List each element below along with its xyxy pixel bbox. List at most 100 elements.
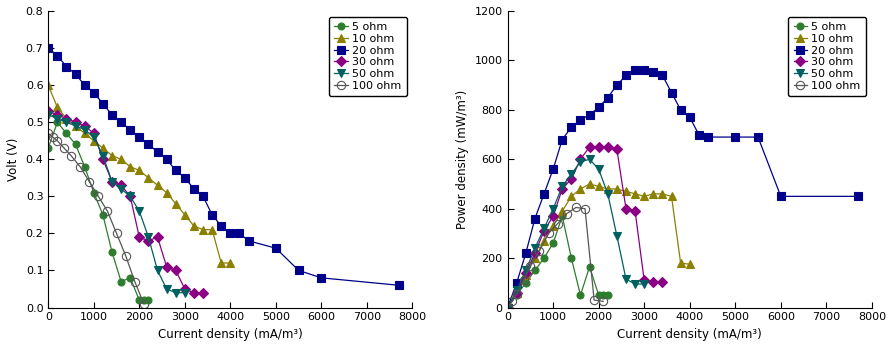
20 ohm [293, 268, 304, 272]
50 ohm [630, 282, 640, 286]
20 ohm [88, 90, 99, 95]
20 ohm [316, 276, 327, 280]
20 ohm [521, 251, 531, 255]
100 ohm [598, 299, 609, 303]
100 ohm [571, 205, 581, 209]
10 ohm [538, 239, 549, 243]
50 ohm [575, 160, 586, 164]
20 ohm [730, 135, 740, 139]
100 ohm [47, 135, 58, 139]
10 ohm [79, 131, 90, 135]
5 ohm [566, 256, 577, 260]
30 ohm [171, 268, 181, 272]
5 ohm [79, 165, 90, 169]
100 ohm [66, 153, 77, 158]
50 ohm [88, 135, 99, 139]
30 ohm [630, 209, 640, 213]
30 ohm [512, 291, 522, 295]
50 ohm [593, 167, 604, 171]
30 ohm [612, 147, 622, 151]
5 ohm [530, 268, 540, 272]
5 ohm [97, 213, 108, 217]
Line: 30 ohm: 30 ohm [45, 108, 206, 296]
20 ohm [116, 120, 127, 124]
10 ohm [593, 184, 604, 189]
30 ohm [52, 113, 63, 117]
10 ohm [207, 228, 218, 232]
5 ohm [88, 191, 99, 195]
100 ohm [138, 302, 149, 306]
30 ohm [557, 187, 568, 191]
30 ohm [43, 109, 54, 113]
50 ohm [538, 226, 549, 230]
20 ohm [566, 125, 577, 129]
20 ohm [106, 113, 117, 117]
100 ohm [129, 279, 140, 284]
30 ohm [566, 177, 577, 181]
Line: 20 ohm: 20 ohm [44, 44, 403, 290]
50 ohm [97, 153, 108, 158]
20 ohm [125, 128, 136, 132]
20 ohm [603, 95, 613, 100]
20 ohm [512, 281, 522, 285]
20 ohm [152, 150, 163, 154]
100 ohm [534, 248, 545, 253]
Line: 30 ohm: 30 ohm [505, 143, 666, 311]
5 ohm [138, 298, 149, 302]
Line: 10 ohm: 10 ohm [504, 180, 694, 312]
10 ohm [225, 261, 236, 265]
20 ohm [775, 194, 786, 198]
20 ohm [593, 105, 604, 110]
20 ohm [43, 46, 54, 50]
50 ohm [621, 277, 631, 281]
10 ohm [684, 262, 695, 266]
20 ohm [666, 90, 677, 95]
5 ohm [584, 265, 595, 269]
50 ohm [502, 306, 513, 310]
20 ohm [753, 135, 764, 139]
50 ohm [134, 209, 145, 213]
5 ohm [143, 298, 154, 302]
20 ohm [234, 231, 245, 236]
50 ohm [162, 287, 172, 291]
30 ohm [143, 239, 154, 243]
20 ohm [630, 68, 640, 72]
X-axis label: Current density (mA/m³): Current density (mA/m³) [158, 328, 303, 341]
50 ohm [79, 128, 90, 132]
100 ohm [588, 298, 599, 302]
50 ohm [566, 172, 577, 176]
20 ohm [584, 113, 595, 117]
30 ohm [584, 145, 595, 149]
100 ohm [93, 194, 104, 198]
30 ohm [197, 291, 208, 295]
20 ohm [52, 54, 63, 58]
100 ohm [75, 165, 86, 169]
50 ohm [612, 234, 622, 238]
5 ohm [61, 131, 71, 135]
50 ohm [71, 124, 81, 128]
50 ohm [61, 120, 71, 124]
Legend: 5 ohm, 10 ohm, 20 ohm, 30 ohm, 50 ohm, 100 ohm: 5 ohm, 10 ohm, 20 ohm, 30 ohm, 50 ohm, 1… [789, 17, 866, 96]
10 ohm [61, 117, 71, 121]
20 ohm [694, 133, 705, 137]
20 ohm [502, 306, 513, 310]
5 ohm [71, 142, 81, 147]
30 ohm [125, 194, 136, 198]
10 ohm [216, 261, 227, 265]
50 ohm [143, 235, 154, 239]
50 ohm [557, 184, 568, 189]
10 ohm [621, 189, 631, 193]
30 ohm [521, 271, 531, 275]
30 ohm [530, 251, 540, 255]
5 ohm [512, 293, 522, 297]
Y-axis label: Volt (V): Volt (V) [7, 137, 20, 181]
30 ohm [162, 265, 172, 269]
100 ohm [543, 231, 554, 236]
30 ohm [152, 235, 163, 239]
20 ohm [79, 83, 90, 87]
20 ohm [648, 70, 659, 74]
5 ohm [43, 146, 54, 150]
Line: 50 ohm: 50 ohm [44, 111, 189, 297]
10 ohm [638, 194, 649, 198]
20 ohm [225, 231, 236, 236]
